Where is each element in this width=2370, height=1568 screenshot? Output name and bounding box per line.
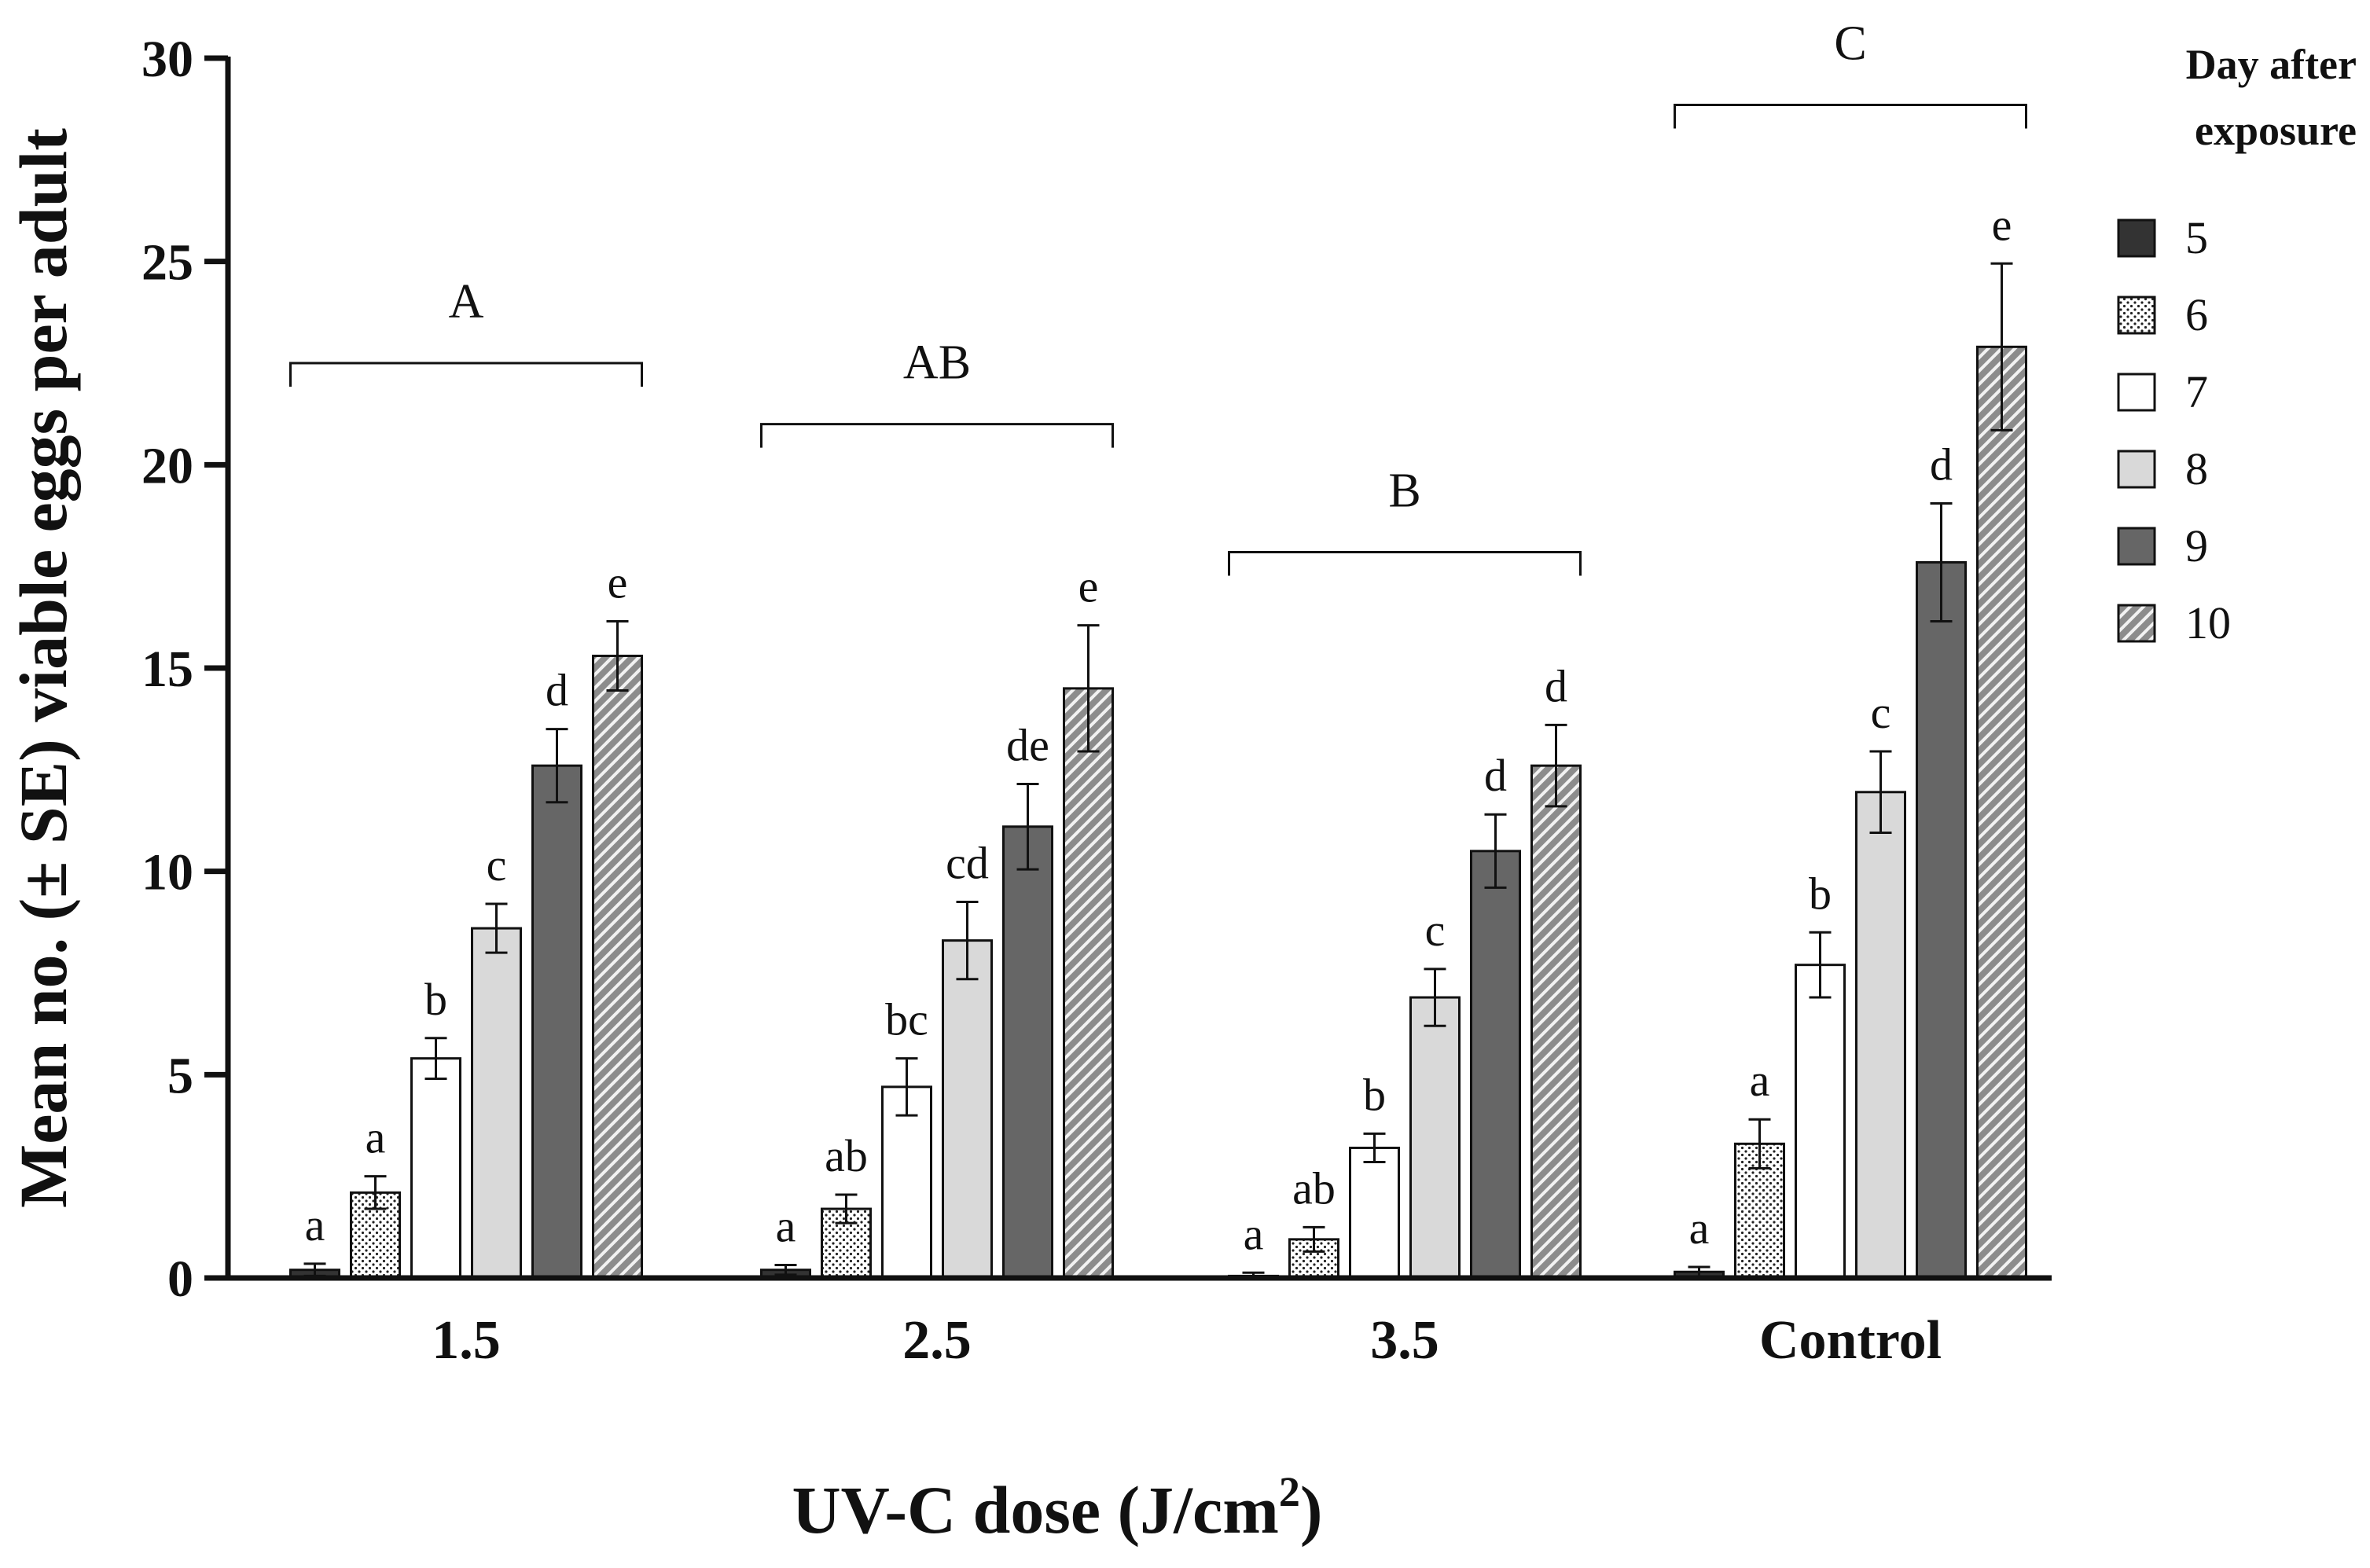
significance-letter: d <box>546 665 568 716</box>
bar-9-Control <box>1916 560 1967 1280</box>
significance-letter: a <box>776 1200 796 1251</box>
significance-letter: e <box>1992 199 2012 250</box>
legend-label: 10 <box>2185 597 2231 648</box>
bar-8-Control <box>1855 791 1906 1280</box>
significance-letter: b <box>424 974 447 1025</box>
significance-letter: e <box>1078 561 1099 612</box>
legend-title: Day after <box>2186 41 2357 88</box>
significance-letter: a <box>305 1199 325 1250</box>
legend-label: 8 <box>2185 443 2208 494</box>
legend-swatch-7 <box>2117 373 2156 412</box>
significance-letter: ab <box>1292 1162 1336 1214</box>
legend-swatch-10 <box>2117 604 2156 643</box>
significance-letter: a <box>1689 1203 1710 1254</box>
legend-label: 7 <box>2185 366 2208 417</box>
y-tick-label: 5 <box>167 1047 193 1104</box>
significance-letter: b <box>1809 868 1832 919</box>
significance-letter: d <box>1484 750 1507 801</box>
group-bracket-Control <box>1674 103 2027 129</box>
y-tick-label: 30 <box>141 31 193 88</box>
y-axis-title: Mean no. (± SE) viable eggs per adult <box>6 128 81 1208</box>
bar-10-Control <box>1976 345 2027 1280</box>
significance-letter: e <box>608 557 628 608</box>
bar-9-2.5 <box>1002 825 1053 1280</box>
x-tick-label: 3.5 <box>1370 1310 1439 1371</box>
legend-swatch-6 <box>2117 296 2156 335</box>
legend-swatch-8 <box>2117 450 2156 489</box>
axes-layer: 0 5 10 15 20 25 30 1.5 2.5 3.5 Control Mean no. (± … <box>6 31 2052 1548</box>
legend-label: 9 <box>2185 520 2208 571</box>
significance-letter: a <box>1244 1208 1264 1259</box>
group-bracket-1.5 <box>289 362 643 387</box>
x-tick-label: 1.5 <box>432 1310 501 1371</box>
group-bracket-2.5 <box>760 423 1114 448</box>
significance-letter: bc <box>885 994 928 1045</box>
significance-letter: ab <box>825 1130 868 1181</box>
x-tick-label: 2.5 <box>902 1310 972 1371</box>
y-tick-label: 15 <box>141 641 193 698</box>
group-letter: A <box>449 275 484 329</box>
group-bracket-3.5 <box>1228 551 1582 576</box>
y-tick-label: 20 <box>141 437 193 494</box>
x-tick-label: Control <box>1759 1310 1942 1371</box>
significance-letter: d <box>1545 660 1567 711</box>
legend-swatch-9 <box>2117 527 2156 566</box>
group-letter: B <box>1388 465 1420 518</box>
significance-letter: c <box>1425 905 1446 956</box>
bar-9-1.5 <box>531 764 582 1280</box>
significance-letter: b <box>1363 1069 1386 1120</box>
bar-8-3.5 <box>1409 996 1461 1280</box>
significance-letter: a <box>1750 1055 1770 1106</box>
bar-7-1.5 <box>410 1057 461 1280</box>
significance-letter: de <box>1006 719 1049 770</box>
significance-letter: cd <box>946 837 989 888</box>
significance-letter: c <box>487 839 507 890</box>
y-tick-label: 0 <box>167 1250 193 1308</box>
legend-label: 6 <box>2185 289 2208 340</box>
bar-7-2.5 <box>881 1085 932 1280</box>
significance-letter: a <box>366 1112 386 1163</box>
group-letter: C <box>1834 17 1866 70</box>
bar-10-2.5 <box>1063 687 1114 1280</box>
bar-10-1.5 <box>592 654 643 1280</box>
significance-letter: d <box>1930 439 1953 490</box>
legend-swatch-5 <box>2117 218 2156 258</box>
y-tick-label: 25 <box>141 234 193 292</box>
bar-9-3.5 <box>1470 850 1521 1280</box>
bars-layer <box>289 262 2027 1280</box>
significance-letter: c <box>1871 687 1891 738</box>
legend: Day after exposure 5 6 7 8 9 10 <box>2117 41 2357 648</box>
x-axis-title: UV-C dose (J/cm2) <box>792 1468 1322 1548</box>
bar-10-3.5 <box>1530 764 1582 1280</box>
bar-7-Control <box>1795 964 1846 1280</box>
bar-8-1.5 <box>471 927 522 1280</box>
legend-title: exposure <box>2195 107 2357 154</box>
group-letter: AB <box>903 336 971 390</box>
y-tick-label: 10 <box>141 844 193 902</box>
legend-label: 5 <box>2185 212 2208 263</box>
bar-7-3.5 <box>1349 1146 1400 1280</box>
bar-8-2.5 <box>942 939 993 1280</box>
